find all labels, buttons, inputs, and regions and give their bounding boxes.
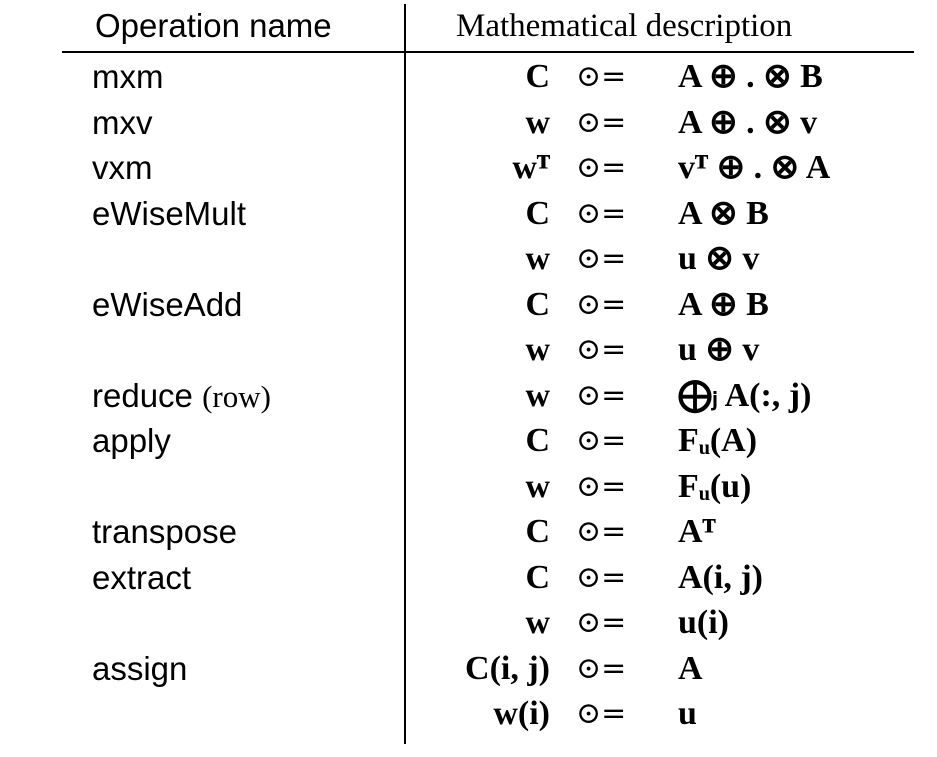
accumulate-operator: ⊙= bbox=[576, 332, 627, 367]
operation-label: mxm bbox=[92, 58, 164, 95]
accumulate-operator: ⊙= bbox=[576, 59, 627, 94]
accumulate-operator: ⊙= bbox=[576, 195, 627, 231]
math-rhs: A(i, j) bbox=[678, 558, 763, 596]
accumulate-operator: ⊙= bbox=[576, 468, 627, 504]
operation-label: transpose bbox=[92, 513, 237, 550]
math-lhs: w bbox=[525, 331, 550, 368]
accumulate-operator: ⊙= bbox=[576, 423, 627, 458]
math-rhs: u ⊗ v bbox=[678, 240, 760, 277]
column-divider bbox=[404, 4, 406, 744]
operation-label: mxv bbox=[92, 103, 153, 141]
math-lhs: w bbox=[525, 376, 550, 414]
table-row: mxm C ⊙= A ⊕ . ⊗ B bbox=[0, 54, 937, 99]
accumulate-operator: ⊙= bbox=[576, 605, 627, 640]
table-row: w ⊙= Fᵤ(u) bbox=[0, 464, 937, 509]
math-rhs: A bbox=[678, 649, 703, 687]
math-lhs: C bbox=[525, 422, 550, 459]
header-rule bbox=[62, 51, 914, 53]
table-row: w ⊙= u ⊗ v bbox=[0, 236, 937, 281]
header-operation-name: Operation name bbox=[95, 7, 332, 44]
accumulate-operator: ⊙= bbox=[576, 377, 627, 413]
operation-name: assign bbox=[92, 646, 187, 691]
operation-name: transpose bbox=[92, 509, 237, 554]
math-rhs: Fᵤ(A) bbox=[678, 422, 758, 459]
math-lhs: w bbox=[525, 240, 550, 277]
math-rhs: A ⊕ . ⊗ B bbox=[678, 58, 823, 95]
operation-name: mxv bbox=[92, 100, 153, 145]
accumulate-operator: ⊙= bbox=[576, 514, 627, 549]
math-lhs: w bbox=[525, 103, 550, 141]
math-lhs: w bbox=[525, 604, 550, 641]
table-row: extract C ⊙= A(i, j) bbox=[0, 555, 937, 600]
table-row: apply C ⊙= Fᵤ(A) bbox=[0, 418, 937, 463]
math-rhs: A ⊕ B bbox=[678, 285, 769, 323]
math-rhs: vᵀ ⊕ . ⊗ A bbox=[678, 149, 831, 186]
table-row: eWiseMult C ⊙= A ⊗ B bbox=[0, 191, 937, 236]
math-lhs: C bbox=[525, 58, 550, 95]
operation-label: vxm bbox=[92, 149, 153, 186]
operation-note: (row) bbox=[202, 378, 271, 414]
operation-label: assign bbox=[92, 649, 188, 687]
math-rhs: u ⊕ v bbox=[678, 331, 760, 368]
operation-label: reduce bbox=[92, 376, 193, 414]
operation-label: eWiseMult bbox=[92, 194, 247, 232]
accumulate-operator: ⊙= bbox=[576, 241, 627, 276]
accumulate-operator: ⊙= bbox=[576, 150, 627, 185]
math-lhs: C bbox=[525, 513, 550, 550]
math-rhs: u(i) bbox=[678, 604, 729, 641]
table-row: w ⊙= u(i) bbox=[0, 600, 937, 645]
operation-name: eWiseMult bbox=[92, 191, 246, 236]
accumulate-operator: ⊙= bbox=[576, 286, 627, 322]
accumulate-operator: ⊙= bbox=[576, 104, 627, 140]
math-lhs: C bbox=[525, 558, 550, 596]
table-row: eWiseAdd C ⊙= A ⊕ B bbox=[0, 282, 937, 327]
math-rhs: u bbox=[678, 695, 697, 732]
math-rhs: Aᵀ bbox=[678, 513, 716, 550]
math-lhs: C bbox=[525, 285, 550, 323]
table-row: reduce (row) w ⊙= ⨁ⱼ A(:, j) bbox=[0, 373, 937, 418]
operation-name: apply bbox=[92, 418, 171, 463]
operation-label: apply bbox=[92, 422, 171, 459]
table-row: w ⊙= u ⊕ v bbox=[0, 327, 937, 372]
math-lhs: C bbox=[525, 194, 550, 232]
math-rhs: Fᵤ(u) bbox=[678, 467, 752, 505]
math-rhs: ⨁ⱼ A(:, j) bbox=[678, 376, 812, 414]
table-row: mxv w ⊙= A ⊕ . ⊗ v bbox=[0, 100, 937, 145]
math-lhs: w bbox=[525, 467, 550, 505]
operation-name: vxm bbox=[92, 145, 153, 190]
accumulate-operator: ⊙= bbox=[576, 559, 627, 595]
accumulate-operator: ⊙= bbox=[576, 696, 627, 731]
operation-name: eWiseAdd bbox=[92, 282, 242, 327]
operation-label: eWiseAdd bbox=[92, 285, 243, 323]
operation-name: reduce (row) bbox=[92, 373, 271, 419]
header-mathematical-description: Mathematical description bbox=[456, 8, 793, 44]
math-rhs: A ⊕ . ⊗ v bbox=[678, 103, 818, 141]
table-row: transpose C ⊙= Aᵀ bbox=[0, 509, 937, 554]
accumulate-operator: ⊙= bbox=[576, 650, 627, 686]
table-row: vxm wᵀ ⊙= vᵀ ⊕ . ⊗ A bbox=[0, 145, 937, 190]
math-lhs: w(i) bbox=[493, 695, 550, 732]
operation-name: mxm bbox=[92, 54, 163, 99]
table-row: assign C(i, j) ⊙= A bbox=[0, 646, 937, 691]
math-lhs: wᵀ bbox=[512, 149, 550, 186]
operation-name: extract bbox=[92, 555, 191, 600]
math-rhs: A ⊗ B bbox=[678, 194, 769, 232]
table-row: w(i) ⊙= u bbox=[0, 691, 937, 736]
math-lhs: C(i, j) bbox=[465, 649, 550, 687]
operation-label: extract bbox=[92, 558, 192, 596]
